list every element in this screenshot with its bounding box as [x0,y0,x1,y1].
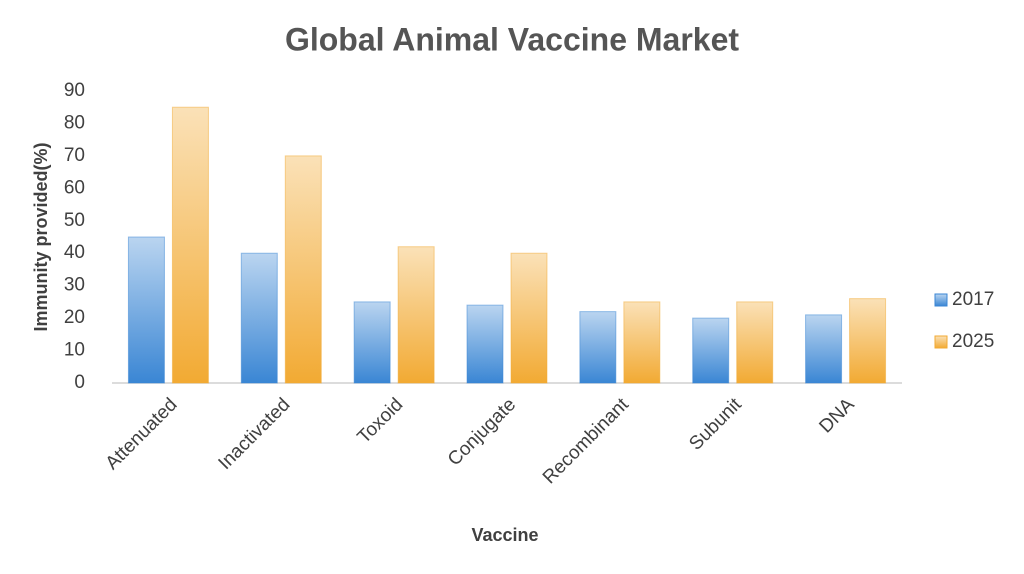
bar [171,106,209,384]
x-tick-label: Recombinant [539,394,634,489]
bar [127,236,165,384]
x-axis-title: Vaccine [471,525,538,545]
bar [692,317,730,384]
legend-label: 2025 [952,331,994,352]
x-tick-label: Conjugate [444,394,520,470]
bar [623,301,661,384]
y-tick-label: 10 [64,340,85,361]
y-tick-label: 0 [74,372,85,393]
legend-label: 2017 [952,289,994,310]
bar [579,311,617,384]
y-tick-label: 20 [64,307,85,328]
bar [736,301,774,384]
bar [353,301,391,384]
bar [805,314,843,384]
legend-swatch [934,335,948,349]
y-tick-label: 80 [64,112,85,133]
x-tick-label: Toxoid [354,394,408,448]
y-tick-label: 50 [64,210,85,231]
legend-swatch [934,293,948,307]
bar [240,252,278,384]
y-tick-label: 60 [64,177,85,198]
y-tick-label: 30 [64,275,85,296]
y-tick-label: 70 [64,145,85,166]
bar [284,155,322,384]
y-tick-label: 90 [64,80,85,101]
x-tick-label: Subunit [685,394,746,455]
chart-title: Global Animal Vaccine Market [285,21,739,57]
y-tick-label: 40 [64,242,85,263]
bar [849,298,887,384]
bar [466,304,504,384]
bar [510,252,548,384]
x-tick-label: Inactivated [215,394,295,474]
x-tick-label: DNA [815,394,858,437]
x-tick-label: Attenuated [102,394,182,474]
y-axis-title: Immunity provided(%) [31,142,51,331]
bar [397,246,435,384]
